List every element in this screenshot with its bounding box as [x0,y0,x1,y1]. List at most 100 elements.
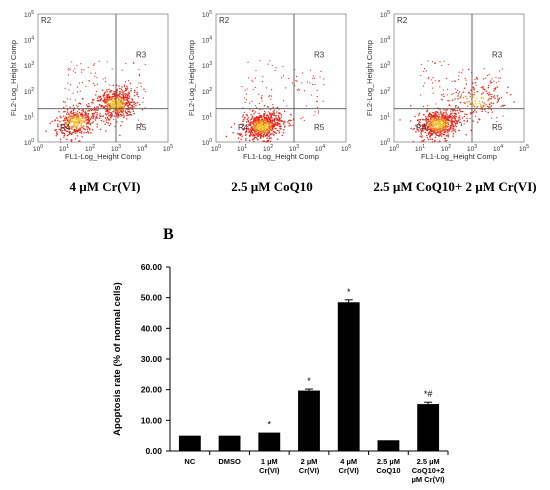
scatter-point [513,101,515,103]
scatter-point [427,127,429,129]
scatter-point [263,130,265,133]
scatter-point [264,125,266,128]
scatter-point [256,126,259,128]
scatter-point [264,112,267,114]
scatter-point [323,78,325,80]
scatter-point [474,109,476,111]
scatter-point [245,137,247,140]
scatter-point [129,101,132,104]
scatter-point [100,119,103,122]
scatter-point [80,130,83,133]
scatter-point [254,117,257,119]
scatter-point [274,118,276,121]
scatter-point [268,131,271,134]
scatter-point [73,122,75,124]
scatter-point [116,92,118,94]
scatter-point [269,133,272,136]
scatter-point [314,83,316,85]
scatter-point [66,98,68,100]
scatter-point [316,96,318,98]
scatter-point [466,117,468,120]
scatter-point [446,129,449,132]
scatter-point [64,87,66,89]
scatter-point [92,98,94,101]
scatter-point [126,114,128,117]
scatter-point [70,112,72,114]
scatter-point [491,111,494,113]
scatter-point [117,113,120,116]
scatter-point [127,93,129,95]
scatter-point [464,113,466,115]
scatter-point [270,98,272,100]
scatter-point [105,130,107,132]
scatter-point [421,136,423,138]
scatter-point [238,140,241,143]
scatter-point [463,123,465,125]
scatter-point [65,130,68,133]
category-label: 2.5 µM [377,457,400,466]
scatter-point [73,115,75,117]
scatter-point [270,115,272,117]
y-tick-label: 102 [202,87,212,96]
scatter-point [479,103,482,105]
scatter-point [121,90,123,92]
x-tick-label: 102 [441,144,451,153]
scatter-point [424,131,427,134]
scatter-point [480,105,482,108]
scatter-point [453,118,455,120]
scatter-point [493,88,495,90]
scatter-point [500,105,502,108]
scatter-point [144,63,146,66]
scatter-point [470,103,472,105]
scatter-points [225,60,325,143]
scatter-point [435,133,437,135]
scatter-point [81,109,83,112]
scatter-point [126,87,129,89]
scatter-point [65,127,68,129]
scatter-point [128,92,131,95]
scatter-point [497,100,500,102]
scatter-point [106,109,109,111]
scatter-point [259,114,261,117]
scatter-point [64,129,67,131]
scatter-point [462,69,464,71]
scatter-point [92,64,95,66]
x-tick-label: 104 [493,144,503,153]
scatter-point [253,136,256,139]
scatter-point [432,141,434,143]
scatter-point [262,132,264,134]
scatter-point [67,134,69,136]
scatter-point [423,70,425,72]
scatter-point [263,121,265,123]
scatter-point [248,139,251,142]
scatter-point [267,130,269,133]
scatter-point [490,108,493,111]
scatter-point [454,106,457,108]
bar [258,432,281,451]
scatter-point [109,108,111,111]
scatter-point [443,95,445,98]
scatter-point [459,121,461,123]
scatter-point [445,111,447,113]
scatter-point [97,106,99,108]
scatter-point [243,118,245,121]
scatter-point [242,114,244,116]
scatter-point [319,76,321,78]
scatter-point [285,87,287,89]
scatter-point [432,111,434,114]
scatter-point [419,135,421,137]
scatter-point [104,77,107,79]
x-tick-label: 101 [237,144,247,153]
scatter-point [237,137,240,139]
scatter-point [277,112,280,114]
scatter-point [101,105,104,107]
scatter-point [77,116,80,119]
scatter-point [441,118,443,120]
scatter-point [67,69,69,71]
scatter-point [69,69,71,71]
scatter-point [107,99,109,101]
scatter-point [451,130,453,132]
bar [377,440,400,451]
scatter-point [257,139,259,141]
